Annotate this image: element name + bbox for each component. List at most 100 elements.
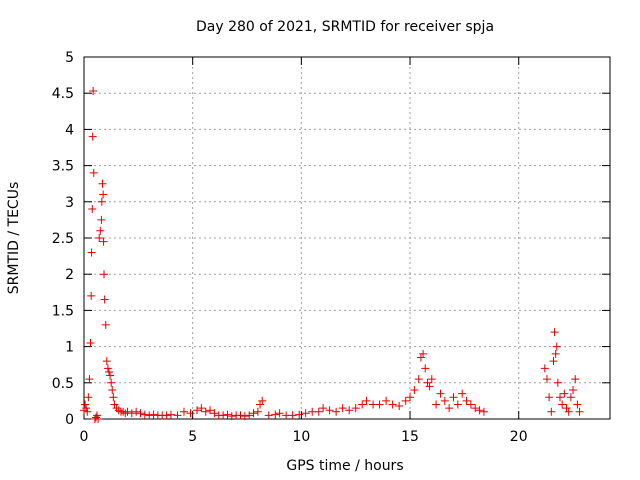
data-point [358,400,367,409]
y-tick-label: 2.5 [52,231,74,247]
data-point [558,400,567,409]
data-point [206,406,215,415]
x-tick-label: 10 [292,429,310,445]
data-point [440,396,449,405]
data-point [107,378,116,387]
data-point [556,393,565,402]
data-point [245,411,254,420]
data-point [103,364,112,373]
y-tick-label: 3.5 [52,159,74,175]
data-point [136,409,145,418]
data-point [573,400,582,409]
data-point [351,404,360,413]
data-point [362,396,371,405]
data-point [547,407,556,416]
data-point [236,411,245,420]
y-tick-label: 0 [65,412,74,428]
data-point [145,411,154,420]
x-tick-label: 15 [401,429,419,445]
data-point [123,407,132,416]
x-tick-label: 20 [510,429,528,445]
data-point [98,179,107,188]
x-tick-label: 0 [80,429,89,445]
data-point [87,248,96,257]
data-point [166,410,175,419]
data-point [466,400,475,409]
data-point [96,226,105,235]
data-point [99,270,108,279]
data-point [249,409,258,418]
data-point [550,328,559,337]
data-point [375,400,384,409]
data-point [110,400,119,409]
data-point [112,404,121,413]
data-point [445,404,454,413]
data-point [453,400,462,409]
data-point [97,215,106,224]
data-point [325,406,334,415]
data-point [88,205,97,214]
data-point [201,407,210,416]
data-point [432,400,441,409]
chart-title: Day 280 of 2021, SRMTID for receiver spj… [196,19,494,35]
plot-frame [83,56,611,420]
data-point [564,407,573,416]
y-tick-label: 1 [65,340,74,356]
data-point [186,409,195,418]
data-point [162,411,171,420]
data-point [179,407,188,416]
data-point [258,396,267,405]
data-point [95,234,104,242]
data-point [109,393,118,402]
data-point [99,237,108,246]
data-point [414,375,423,384]
data-point [271,410,280,419]
y-tick-label: 4 [65,122,74,138]
data-point [406,393,415,402]
data-point [425,382,434,391]
data-point [542,375,551,384]
data-point [102,357,111,366]
data-point [551,349,560,358]
data-point [410,386,419,395]
data-point [421,364,430,373]
data-point [132,407,141,416]
data-point [219,411,228,420]
y-tick-label: 0.5 [52,376,74,392]
data-point [89,87,98,96]
data-point [173,411,182,420]
data-point [256,400,265,409]
data-point [449,393,458,402]
data-point [84,393,93,402]
data-point [193,406,202,415]
y-tick-label: 3 [65,195,74,211]
data-point [89,168,98,177]
data-point [540,364,549,373]
tick-layer: 0 0.5 1 1.5 2 2.5 3 3.5 4 4.5 5 0 5 10 15 20 [52,50,610,445]
data-point [83,407,92,416]
data-point [264,411,273,420]
data-point [332,407,341,416]
data-point [475,406,484,415]
data-point [545,393,554,402]
data-point [100,295,109,304]
data-point [553,378,562,387]
data-point [97,197,106,206]
data-point [338,404,347,413]
data-point [301,409,310,418]
y-tick-label: 2 [65,267,74,283]
data-point [436,389,445,398]
data-point [388,400,397,409]
data-point [560,389,569,398]
x-axis-label: GPS time / hours [286,458,403,474]
data-point [227,412,236,421]
data-point [101,320,110,329]
data-point [127,409,136,418]
data-point [571,375,580,384]
data-point [197,404,206,413]
data-point [401,396,410,405]
data-point [81,400,90,409]
data-point [210,409,219,418]
data-layer [80,87,584,423]
data-point [108,386,117,395]
